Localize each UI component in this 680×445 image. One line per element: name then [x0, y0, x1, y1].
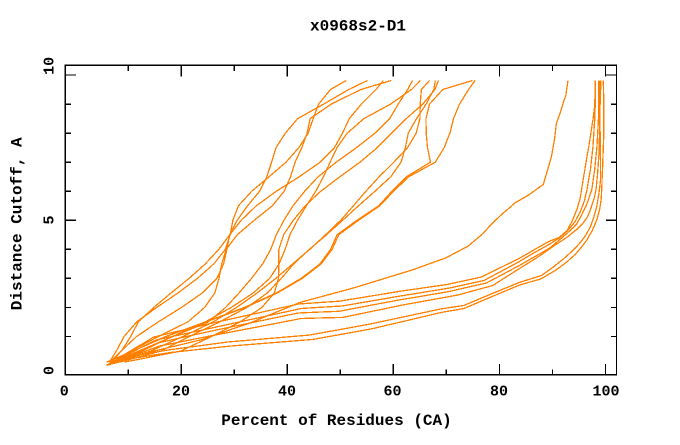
- svg-text:Percent of Residues (CA): Percent of Residues (CA): [221, 412, 451, 430]
- svg-text:60: 60: [383, 383, 401, 400]
- svg-text:100: 100: [592, 383, 619, 400]
- svg-text:0: 0: [60, 383, 69, 400]
- svg-text:5: 5: [42, 215, 59, 224]
- svg-text:Distance Cutoff, A: Distance Cutoff, A: [9, 137, 27, 310]
- svg-text:80: 80: [490, 383, 508, 400]
- svg-text:0: 0: [42, 366, 59, 375]
- svg-text:20: 20: [172, 383, 190, 400]
- svg-text:10: 10: [42, 57, 59, 75]
- svg-text:x0968s2-D1: x0968s2-D1: [310, 18, 406, 36]
- svg-text:40: 40: [278, 383, 296, 400]
